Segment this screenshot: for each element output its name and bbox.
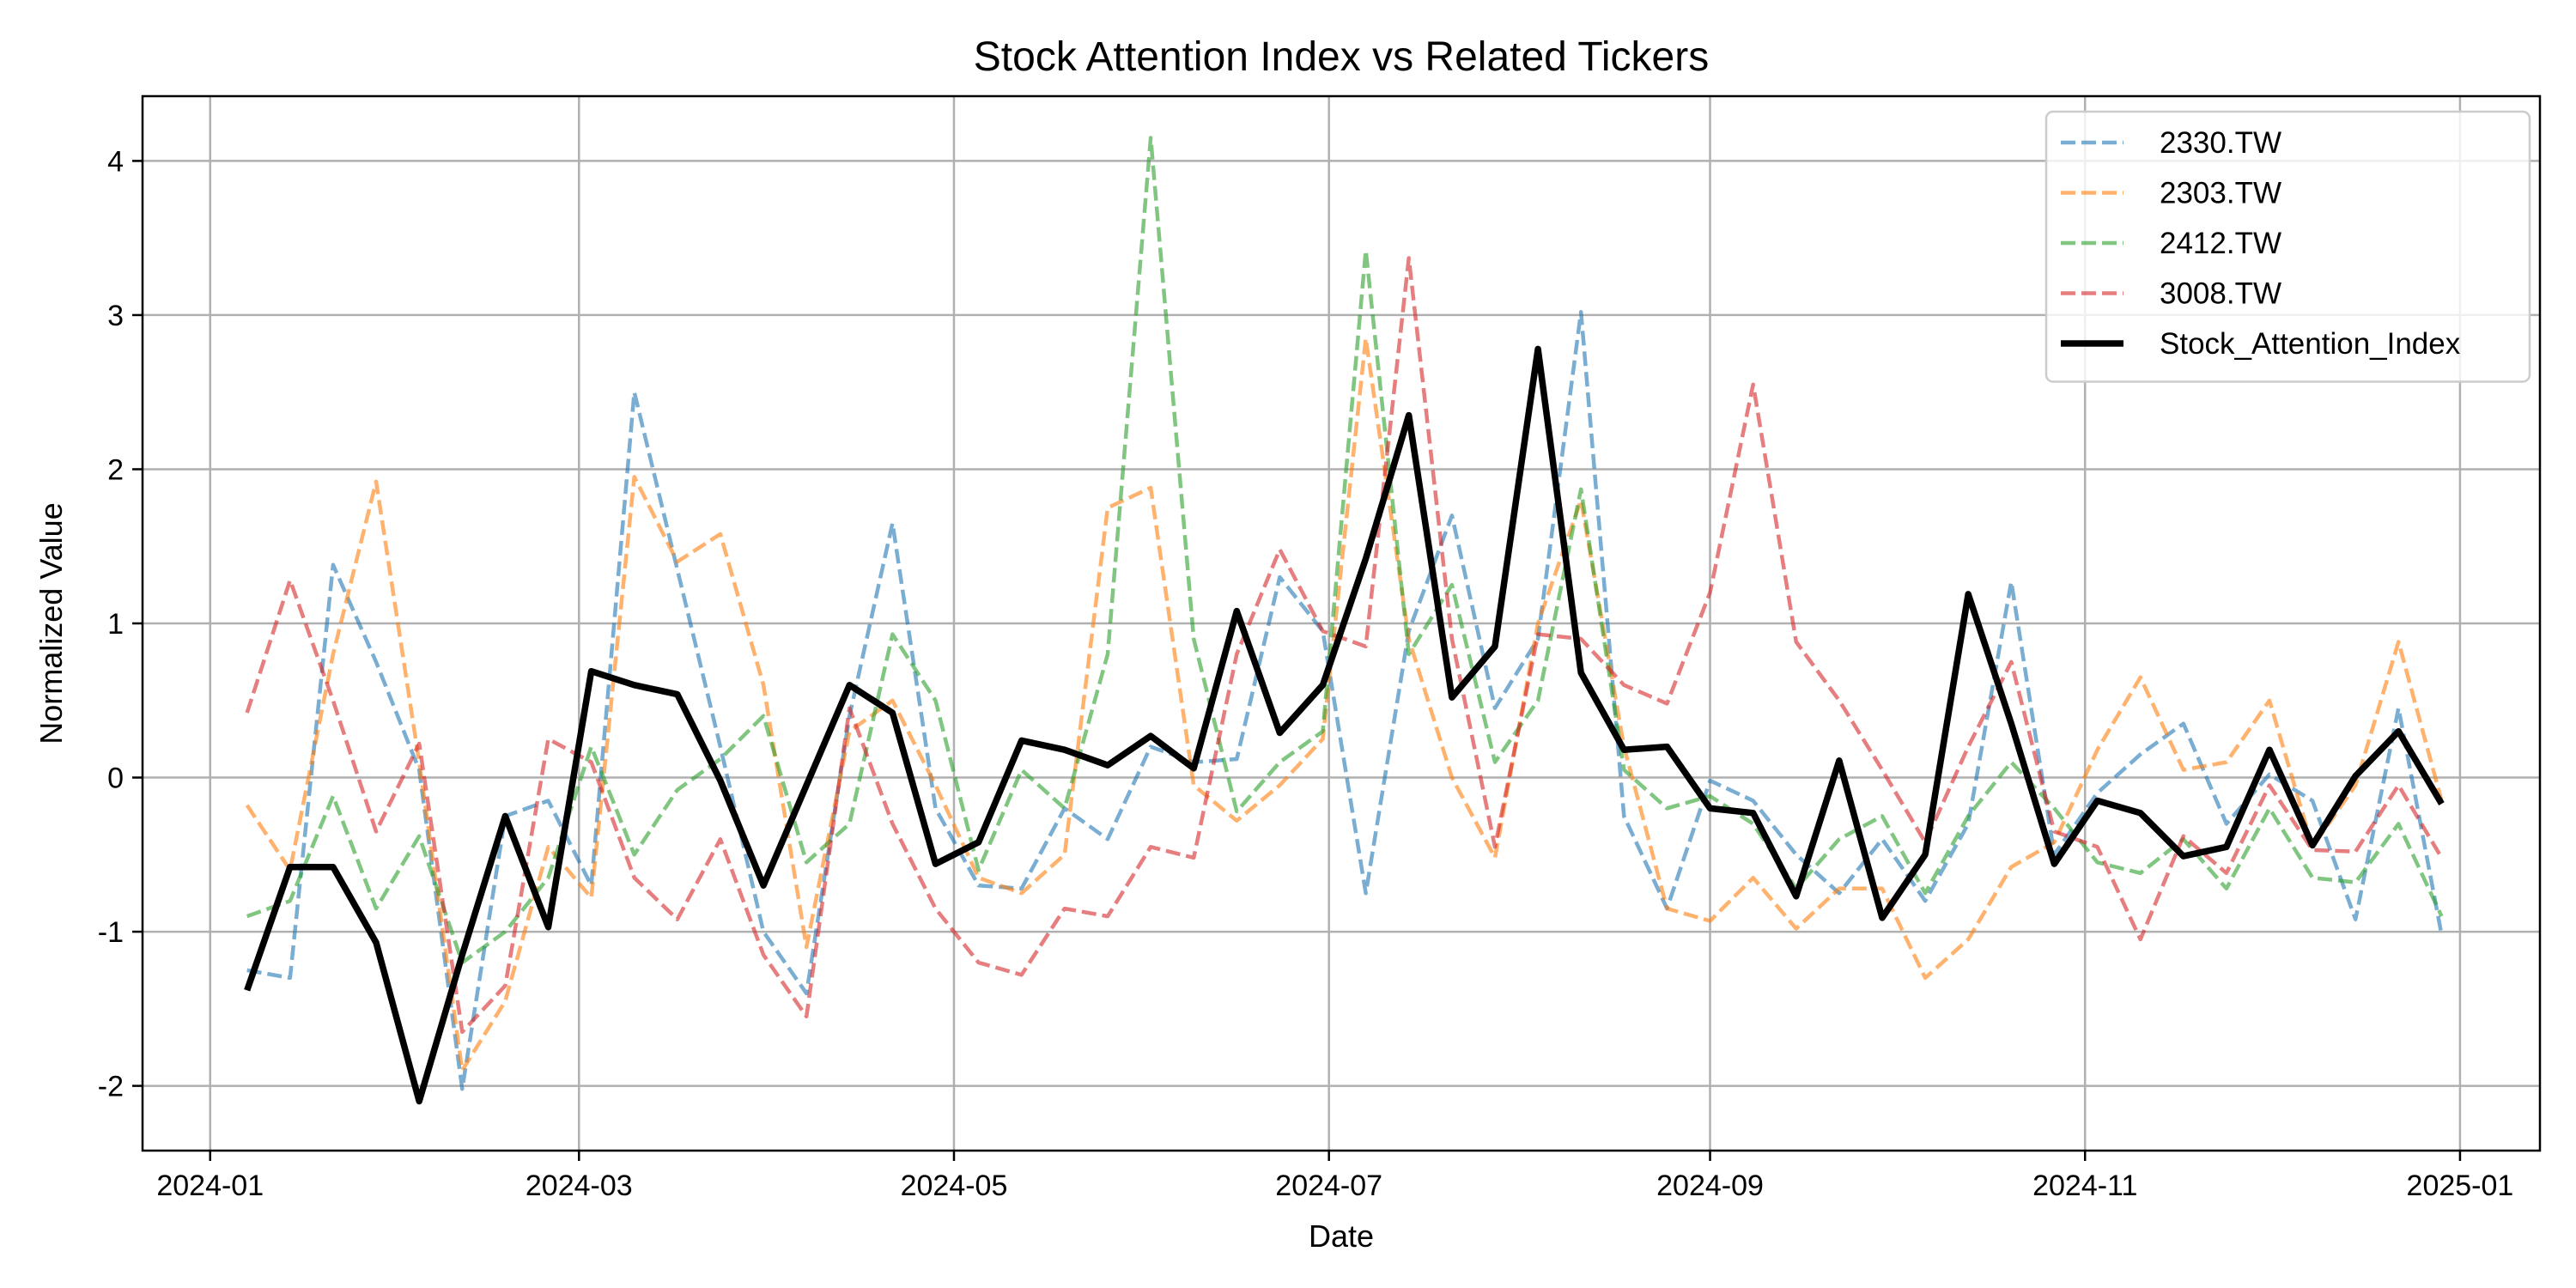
legend-label: 2330.TW bbox=[2160, 126, 2281, 160]
x-tick-label: 2024-05 bbox=[901, 1170, 1008, 1202]
x-axis-label: Date bbox=[1309, 1218, 1374, 1254]
x-tick-label: 2024-09 bbox=[1656, 1170, 1764, 1202]
x-tick-label: 2024-11 bbox=[2032, 1170, 2137, 1202]
y-tick-label: 2 bbox=[107, 453, 124, 486]
y-tick-label: -1 bbox=[98, 916, 124, 949]
y-tick-label: 3 bbox=[107, 300, 124, 332]
y-tick-label: -2 bbox=[98, 1071, 124, 1103]
y-axis-label: Normalized Value bbox=[33, 502, 69, 744]
x-tick-label: 2024-01 bbox=[156, 1170, 264, 1202]
axis-ticks: 2024-01 2024-03 2024-05 2024-07 2024-09 2024-… bbox=[98, 145, 2514, 1202]
series-line-2330-tw bbox=[246, 310, 2444, 1091]
x-tick-label: 2024-03 bbox=[526, 1170, 633, 1202]
legend-frame bbox=[2044, 110, 2531, 383]
series-line-stock-attention-index bbox=[244, 345, 2445, 1105]
y-tick-label: 4 bbox=[107, 145, 124, 178]
x-tick-label: 2024-07 bbox=[1275, 1170, 1382, 1202]
series-line-2303-tw bbox=[245, 336, 2444, 1072]
plot-area bbox=[244, 136, 2445, 1105]
series-line-3008-tw bbox=[245, 256, 2444, 1035]
x-tick-label: 2025-01 bbox=[2407, 1170, 2514, 1202]
y-tick-label: 1 bbox=[107, 608, 124, 641]
legend-label: Stock_Attention_Index bbox=[2160, 327, 2461, 361]
legend: 2330.TW 2303.TW 2412.TW 3008.TW Stock_Attent… bbox=[2044, 110, 2531, 383]
legend-label: 2412.TW bbox=[2160, 227, 2281, 260]
legend-label: 3008.TW bbox=[2160, 277, 2281, 311]
chart-title: Stock Attention Index vs Related Tickers bbox=[974, 34, 1709, 80]
y-tick-label: 0 bbox=[107, 762, 124, 795]
legend-label: 2303.TW bbox=[2160, 177, 2281, 210]
